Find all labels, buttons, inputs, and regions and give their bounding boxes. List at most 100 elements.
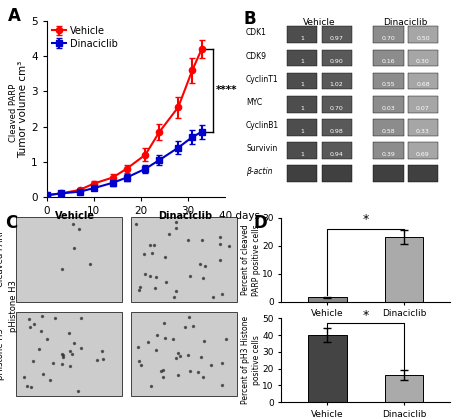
Text: 0.97: 0.97: [330, 36, 344, 41]
Point: [162, 279, 170, 285]
Point: [200, 337, 208, 344]
Text: Dinaciclib: Dinaciclib: [384, 18, 428, 27]
Bar: [408, 26, 438, 43]
Point: [202, 262, 209, 269]
Point: [51, 314, 59, 321]
Point: [135, 287, 143, 294]
Text: CDK9: CDK9: [246, 52, 267, 60]
Text: 1: 1: [300, 83, 304, 88]
Point: [35, 346, 43, 352]
Point: [135, 358, 143, 365]
Text: C: C: [5, 214, 17, 232]
Bar: [287, 119, 317, 136]
Point: [199, 274, 206, 281]
Point: [149, 249, 156, 256]
Point: [30, 321, 38, 327]
Point: [46, 377, 53, 383]
Text: β-actin: β-actin: [246, 168, 272, 176]
Bar: [322, 73, 352, 89]
Point: [28, 384, 35, 391]
Text: 1.02: 1.02: [330, 83, 343, 88]
Point: [146, 273, 153, 279]
Text: 1: 1: [300, 152, 304, 157]
Point: [75, 387, 82, 394]
Text: MYC: MYC: [246, 98, 262, 107]
Point: [76, 226, 83, 233]
Text: Vehicle: Vehicle: [55, 212, 95, 221]
Point: [49, 360, 57, 366]
Bar: [308, 335, 347, 402]
Bar: [373, 73, 403, 89]
Point: [207, 361, 215, 368]
Y-axis label: Percent of pH3 Histone
positive cells: Percent of pH3 Histone positive cells: [242, 316, 261, 404]
Point: [67, 363, 74, 370]
Bar: [287, 26, 317, 43]
Point: [70, 340, 78, 347]
Bar: [373, 142, 403, 159]
Point: [147, 383, 155, 389]
Point: [58, 265, 66, 272]
Point: [68, 351, 76, 357]
Text: CDK1: CDK1: [246, 28, 267, 37]
Point: [99, 348, 106, 354]
Point: [135, 344, 142, 351]
Point: [222, 336, 230, 343]
Text: Survivin: Survivin: [246, 144, 277, 153]
Bar: [322, 49, 352, 66]
Text: 0.55: 0.55: [382, 83, 395, 88]
Point: [70, 245, 78, 252]
Point: [219, 382, 226, 389]
Text: 0.94: 0.94: [330, 152, 344, 157]
Point: [209, 293, 217, 300]
Point: [185, 314, 193, 321]
Point: [172, 354, 180, 361]
Point: [70, 220, 77, 227]
Text: 0.58: 0.58: [382, 129, 395, 134]
Y-axis label: Percent of cleaved
PARP positive cells: Percent of cleaved PARP positive cells: [242, 224, 261, 295]
Text: 0.68: 0.68: [416, 83, 430, 88]
Point: [172, 287, 180, 294]
Bar: [385, 375, 424, 402]
Point: [173, 225, 180, 231]
Point: [99, 356, 107, 362]
Point: [195, 368, 202, 375]
Bar: [322, 26, 352, 43]
Text: 0.90: 0.90: [330, 59, 343, 65]
Bar: [131, 217, 237, 302]
Point: [37, 328, 45, 335]
Text: Vehicle: Vehicle: [303, 18, 336, 27]
Point: [157, 368, 165, 375]
Bar: [408, 49, 438, 66]
Text: Cleaved PARP: Cleaved PARP: [9, 84, 18, 142]
Point: [160, 320, 168, 326]
Text: D: D: [253, 214, 267, 232]
Text: ****: ****: [216, 85, 237, 96]
Text: pHistone H3: pHistone H3: [9, 280, 18, 332]
Point: [144, 339, 152, 346]
Bar: [322, 96, 352, 113]
Bar: [131, 312, 237, 396]
Point: [93, 356, 100, 363]
Text: 40 days: 40 days: [219, 211, 260, 221]
Point: [161, 253, 169, 260]
Point: [186, 272, 194, 279]
Point: [150, 242, 158, 248]
Point: [59, 353, 67, 360]
Text: 1: 1: [300, 129, 304, 134]
Point: [162, 335, 169, 341]
Text: 0.39: 0.39: [381, 152, 395, 157]
Text: Cleaved PARP: Cleaved PARP: [0, 228, 5, 287]
Point: [43, 335, 51, 342]
Point: [137, 361, 145, 368]
Point: [77, 315, 84, 322]
Point: [65, 329, 72, 336]
Text: *: *: [363, 309, 369, 322]
Point: [173, 219, 180, 225]
Text: CyclinT1: CyclinT1: [246, 75, 279, 84]
Bar: [385, 238, 424, 302]
Text: 1: 1: [300, 36, 304, 41]
Text: 0.03: 0.03: [382, 106, 395, 111]
Bar: [16, 312, 122, 396]
Point: [197, 260, 204, 267]
Point: [166, 230, 173, 237]
